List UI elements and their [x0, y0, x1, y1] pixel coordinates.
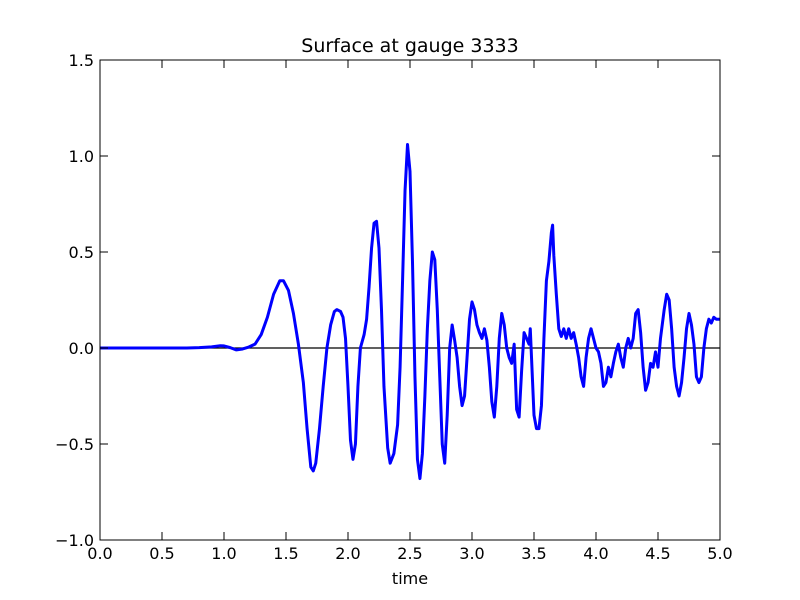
y-tick-label: −0.5 — [55, 435, 94, 454]
x-tick-label: 2.5 — [397, 544, 422, 563]
plot-area: 0.0 0.5 1.0 1.5 2.0 2.5 3.0 3.5 4.0 4.5 5.0 −1.0 −0.… — [55, 51, 733, 563]
x-tick-label: 4.5 — [645, 544, 670, 563]
y-tick-label: 0.5 — [69, 243, 94, 262]
x-axis-title: time — [392, 569, 428, 588]
x-tick-label: 0.5 — [149, 544, 174, 563]
series-line-1 — [100, 142, 720, 481]
x-tick-label: 3.0 — [459, 544, 484, 563]
y-tick-label: 1.5 — [69, 51, 94, 70]
x-tick-label: 4.0 — [583, 544, 608, 563]
x-tick-label: 0.0 — [87, 544, 112, 563]
y-tick-label: 0.0 — [69, 339, 94, 358]
x-tick-label: 1.0 — [211, 544, 236, 563]
plot-background — [100, 60, 720, 540]
chart-title: Surface at gauge 3333 — [301, 35, 518, 57]
y-tick-label: 1.0 — [69, 147, 94, 166]
x-tick-label: 1.5 — [273, 544, 298, 563]
plot-frame — [99, 59, 721, 541]
x-tick-label: 3.5 — [521, 544, 546, 563]
y-tick-label: −1.0 — [55, 531, 94, 550]
x-tick-label: 5.0 — [707, 544, 732, 563]
x-tick-label: 2.0 — [335, 544, 360, 563]
